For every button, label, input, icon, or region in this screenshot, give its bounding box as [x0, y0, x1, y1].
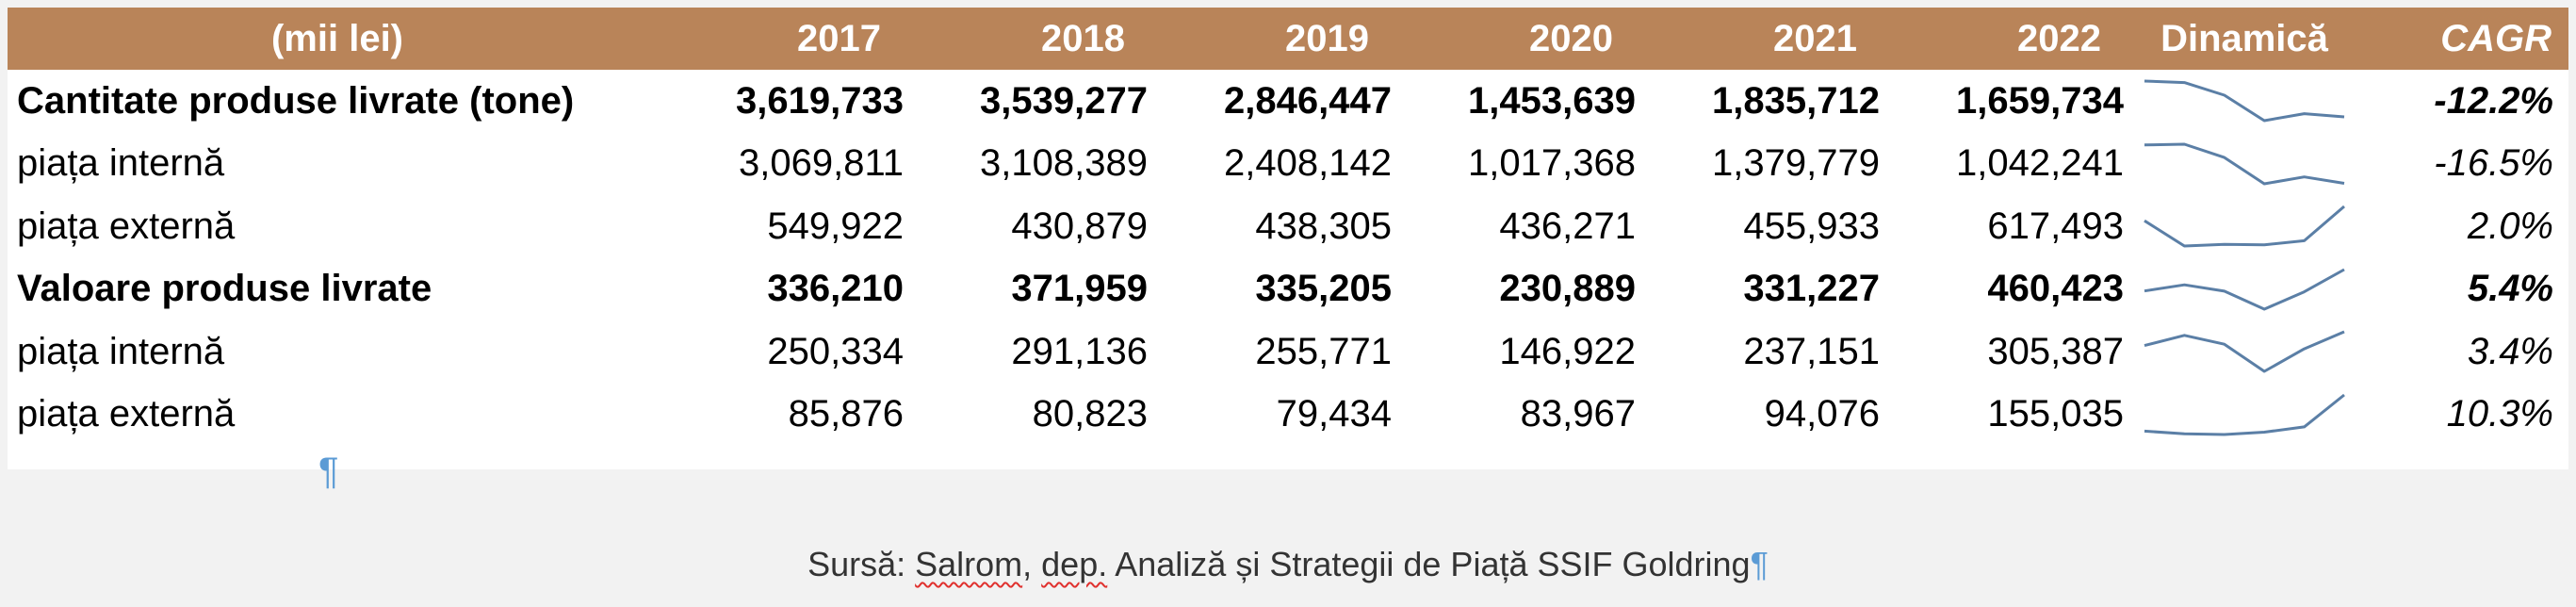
table-row: Cantitate produse livrate (tone) 3,619,73… [8, 70, 2568, 133]
sparkline-cell [2131, 384, 2357, 447]
row-value: 1,379,779 [1712, 142, 1880, 185]
row-value: 80,823 [1032, 393, 1148, 435]
header-row: (mii lei) 2017 2018 2019 2020 2021 2022 … [8, 8, 2568, 70]
row-label: Cantitate produse livrate (tone) [17, 79, 575, 122]
row-value: 1,835,712 [1712, 79, 1880, 122]
row-label: piața externă [17, 205, 236, 247]
row-cagr: 10.3% [2446, 393, 2553, 435]
header-unit-label: (mii lei) [270, 17, 404, 59]
source-rest: Analiză și Strategii de Piață SSIF Goldr… [1107, 545, 1751, 583]
row-value: 549,922 [767, 205, 904, 247]
source-comma: , [1022, 545, 1042, 583]
row-value: 336,210 [767, 268, 904, 310]
row-value: 3,108,389 [980, 142, 1148, 185]
sparkline-chart [2144, 79, 2345, 123]
row-value: 3,069,811 [739, 142, 904, 185]
header-year: 2017 [797, 17, 881, 59]
row-value: 460,423 [1987, 268, 2124, 310]
header-cagr: CAGR [2440, 17, 2552, 59]
row-cagr: -12.2% [2434, 79, 2553, 122]
row-value: 455,933 [1743, 205, 1880, 247]
table-body: Cantitate produse livrate (tone) 3,619,73… [8, 70, 2568, 446]
source-salrom: Salrom [915, 545, 1023, 583]
row-cagr: 5.4% [2467, 268, 2553, 310]
row-value: 3,619,733 [736, 79, 904, 122]
row-cagr: 2.0% [2467, 205, 2553, 247]
row-label: piața externă [17, 393, 236, 435]
row-value: 436,271 [1499, 205, 1636, 247]
sparkline-cell [2131, 258, 2357, 321]
row-value: 85,876 [788, 393, 904, 435]
sparkline-cell [2131, 70, 2357, 133]
sparkline-chart [2144, 205, 2345, 248]
row-value: 1,042,241 [1956, 142, 2124, 185]
header-year: 2020 [1529, 17, 1613, 59]
sparkline-line [2144, 79, 2345, 123]
header-dynamics: Dinamică [2160, 17, 2328, 59]
row-cagr: -16.5% [2434, 142, 2553, 185]
data-table: (mii lei) 2017 2018 2019 2020 2021 2022 … [8, 8, 2568, 446]
paragraph-mark: ¶ [318, 451, 339, 492]
sparkline-chart [2144, 330, 2345, 373]
row-value: 255,771 [1255, 330, 1392, 372]
row-value: 3,539,277 [980, 79, 1148, 122]
data-table-container: (mii lei) 2017 2018 2019 2020 2021 2022 … [8, 8, 2568, 469]
sparkline-line [2144, 142, 2345, 186]
sparkline-chart [2144, 268, 2345, 311]
row-label: piața internă [17, 330, 225, 372]
table-row: piața externă 85,876 80,823 79,434 83,967 94,… [8, 384, 2568, 447]
paragraph-mark: ¶ [1750, 545, 1769, 583]
row-value: 146,922 [1499, 330, 1636, 372]
row-value: 1,017,368 [1468, 142, 1636, 185]
row-value: 1,453,639 [1468, 79, 1636, 122]
table-row: Valoare produse livrate 336,210 371,959 335… [8, 258, 2568, 321]
table-row: piața internă 250,334 291,136 255,771 146,92… [8, 320, 2568, 384]
row-value: 371,959 [1011, 268, 1148, 310]
row-value: 430,879 [1011, 205, 1148, 247]
row-value: 237,151 [1743, 330, 1880, 372]
header-year: 2019 [1285, 17, 1369, 59]
row-value: 438,305 [1255, 205, 1392, 247]
sparkline-line [2144, 393, 2345, 436]
row-value: 1,659,734 [1956, 79, 2124, 122]
row-value: 617,493 [1987, 205, 2124, 247]
sparkline-chart [2144, 393, 2345, 436]
sparkline-line [2144, 330, 2345, 373]
row-value: 305,387 [1987, 330, 2124, 372]
sparkline-line [2144, 268, 2345, 311]
header-year: 2022 [2017, 17, 2101, 59]
row-value: 155,035 [1987, 393, 2124, 435]
source-caption: Sursă: Salrom, dep. Analiză și Strategii… [0, 545, 2576, 584]
sparkline-chart [2144, 142, 2345, 186]
row-value: 2,846,447 [1224, 79, 1392, 122]
table-row: piața externă 549,922 430,879 438,305 436,27… [8, 195, 2568, 258]
row-value: 2,408,142 [1224, 142, 1392, 185]
row-value: 291,136 [1011, 330, 1148, 372]
sparkline-cell [2131, 320, 2357, 384]
row-value: 94,076 [1764, 393, 1880, 435]
row-value: 79,434 [1276, 393, 1392, 435]
header-year: 2021 [1773, 17, 1857, 59]
source-dep: dep. [1041, 545, 1108, 583]
row-value: 83,967 [1520, 393, 1636, 435]
row-cagr: 3.4% [2467, 330, 2553, 372]
sparkline-line [2144, 205, 2345, 248]
row-value: 250,334 [767, 330, 904, 372]
table-row: piața internă 3,069,811 3,108,389 2,408,142… [8, 133, 2568, 196]
row-value: 331,227 [1743, 268, 1880, 310]
row-value: 230,889 [1499, 268, 1636, 310]
source-prefix: Sursă: [807, 545, 916, 583]
sparkline-cell [2131, 195, 2357, 258]
row-value: 335,205 [1255, 268, 1392, 310]
row-label: piața internă [17, 142, 225, 185]
header-year: 2018 [1041, 17, 1125, 59]
sparkline-cell [2131, 133, 2357, 196]
row-label: Valoare produse livrate [17, 268, 432, 310]
